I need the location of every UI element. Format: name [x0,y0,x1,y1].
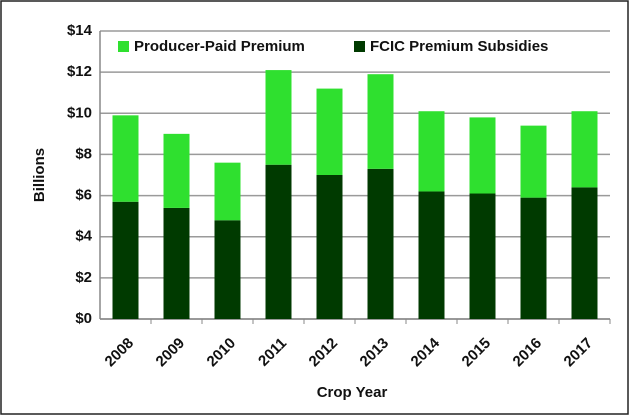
bar-segment [163,133,190,208]
bar-segment [367,168,394,319]
legend-label: Producer-Paid Premium [134,38,305,55]
x-axis-title: Crop Year [317,384,388,401]
bar-segment [112,115,139,202]
bar-segment [418,191,445,319]
bar-segment [265,70,292,165]
bar-segment [214,162,241,221]
bar-segment [469,193,496,319]
bar-segment [163,207,190,319]
bar-segment [418,111,445,192]
bar-segment [520,125,547,198]
bar-segment [265,164,292,319]
bar-segment [520,197,547,319]
y-tick-label: $8 [75,145,92,162]
legend-label: FCIC Premium Subsidies [370,38,548,55]
y-tick-label: $0 [75,310,92,327]
y-tick-label: $12 [67,63,92,80]
bar-segment [571,187,598,319]
bar-segment [469,117,496,194]
legend-swatch [118,41,129,52]
bar-segment [214,220,241,319]
y-tick-label: $10 [67,104,92,121]
y-tick-label: $14 [67,22,93,39]
bar-segment [316,88,343,175]
y-axis-title: Billions [31,148,48,202]
y-tick-label: $6 [75,187,92,204]
y-tick-label: $4 [75,228,92,245]
bar-segment [112,201,139,319]
bar-segment [316,175,343,319]
bar-segment [367,74,394,169]
legend-swatch [354,41,365,52]
y-tick-label: $2 [75,269,92,286]
bar-segment [571,111,598,188]
